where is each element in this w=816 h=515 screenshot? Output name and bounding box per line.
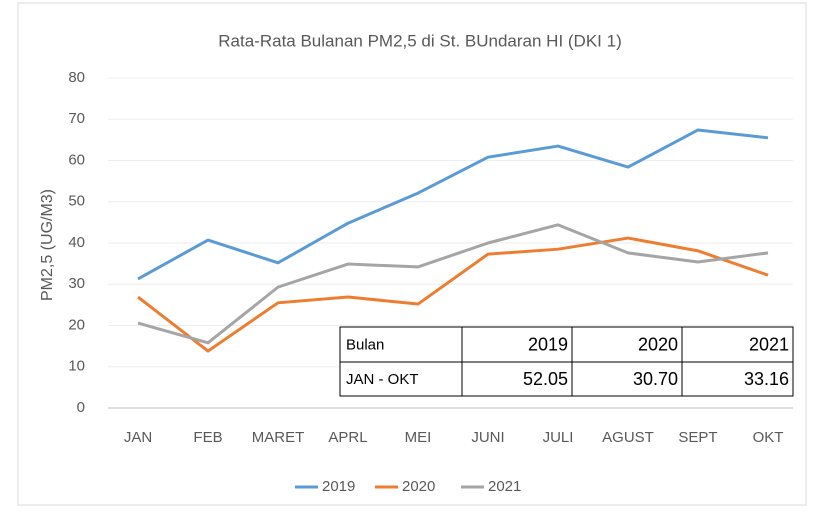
x-tick-label: JAN [124, 429, 152, 446]
x-tick-label: AGUST [602, 429, 654, 446]
table-cell: 2020 [638, 334, 678, 354]
table-cell: Bulan [346, 336, 384, 353]
x-tick-label: APRL [328, 429, 367, 446]
table-cell: JAN - OKT [346, 371, 419, 388]
y-tick-label: 40 [68, 234, 85, 251]
x-tick-label: MARET [252, 429, 305, 446]
y-tick-label: 80 [68, 69, 85, 86]
y-axis-label: PM2,5 (UG/M3) [39, 189, 56, 301]
chart-frame [17, 2, 807, 506]
y-tick-label: 30 [68, 275, 85, 292]
line-series [137, 223, 769, 345]
x-tick-label: JUNI [471, 429, 504, 446]
y-tick-label: 50 [68, 193, 85, 210]
table-cell: 30.70 [633, 369, 678, 389]
table-cell: 2021 [749, 334, 789, 354]
y-tick-label: 0 [77, 399, 85, 416]
table-cell: 33.16 [744, 369, 789, 389]
y-tick-label: 10 [68, 358, 85, 375]
line-series [137, 236, 769, 353]
x-tick-label: MEI [405, 429, 432, 446]
table-cell: 52.05 [523, 369, 568, 389]
y-tick-label: 70 [68, 110, 85, 127]
chart-title: Rata-Rata Bulanan PM2,5 di St. BUndaran … [218, 31, 621, 50]
legend-label: 2020 [402, 478, 435, 495]
legend-label: 2021 [488, 478, 521, 495]
x-tick-label: OKT [753, 429, 784, 446]
x-tick-label: SEPT [678, 429, 717, 446]
legend-label: 2019 [322, 478, 355, 495]
y-tick-label: 60 [68, 151, 85, 168]
x-tick-label: FEB [193, 429, 222, 446]
table-cell: 2019 [528, 334, 568, 354]
y-tick-label: 20 [68, 316, 85, 333]
x-tick-label: JULI [543, 429, 574, 446]
line-series [137, 128, 769, 281]
